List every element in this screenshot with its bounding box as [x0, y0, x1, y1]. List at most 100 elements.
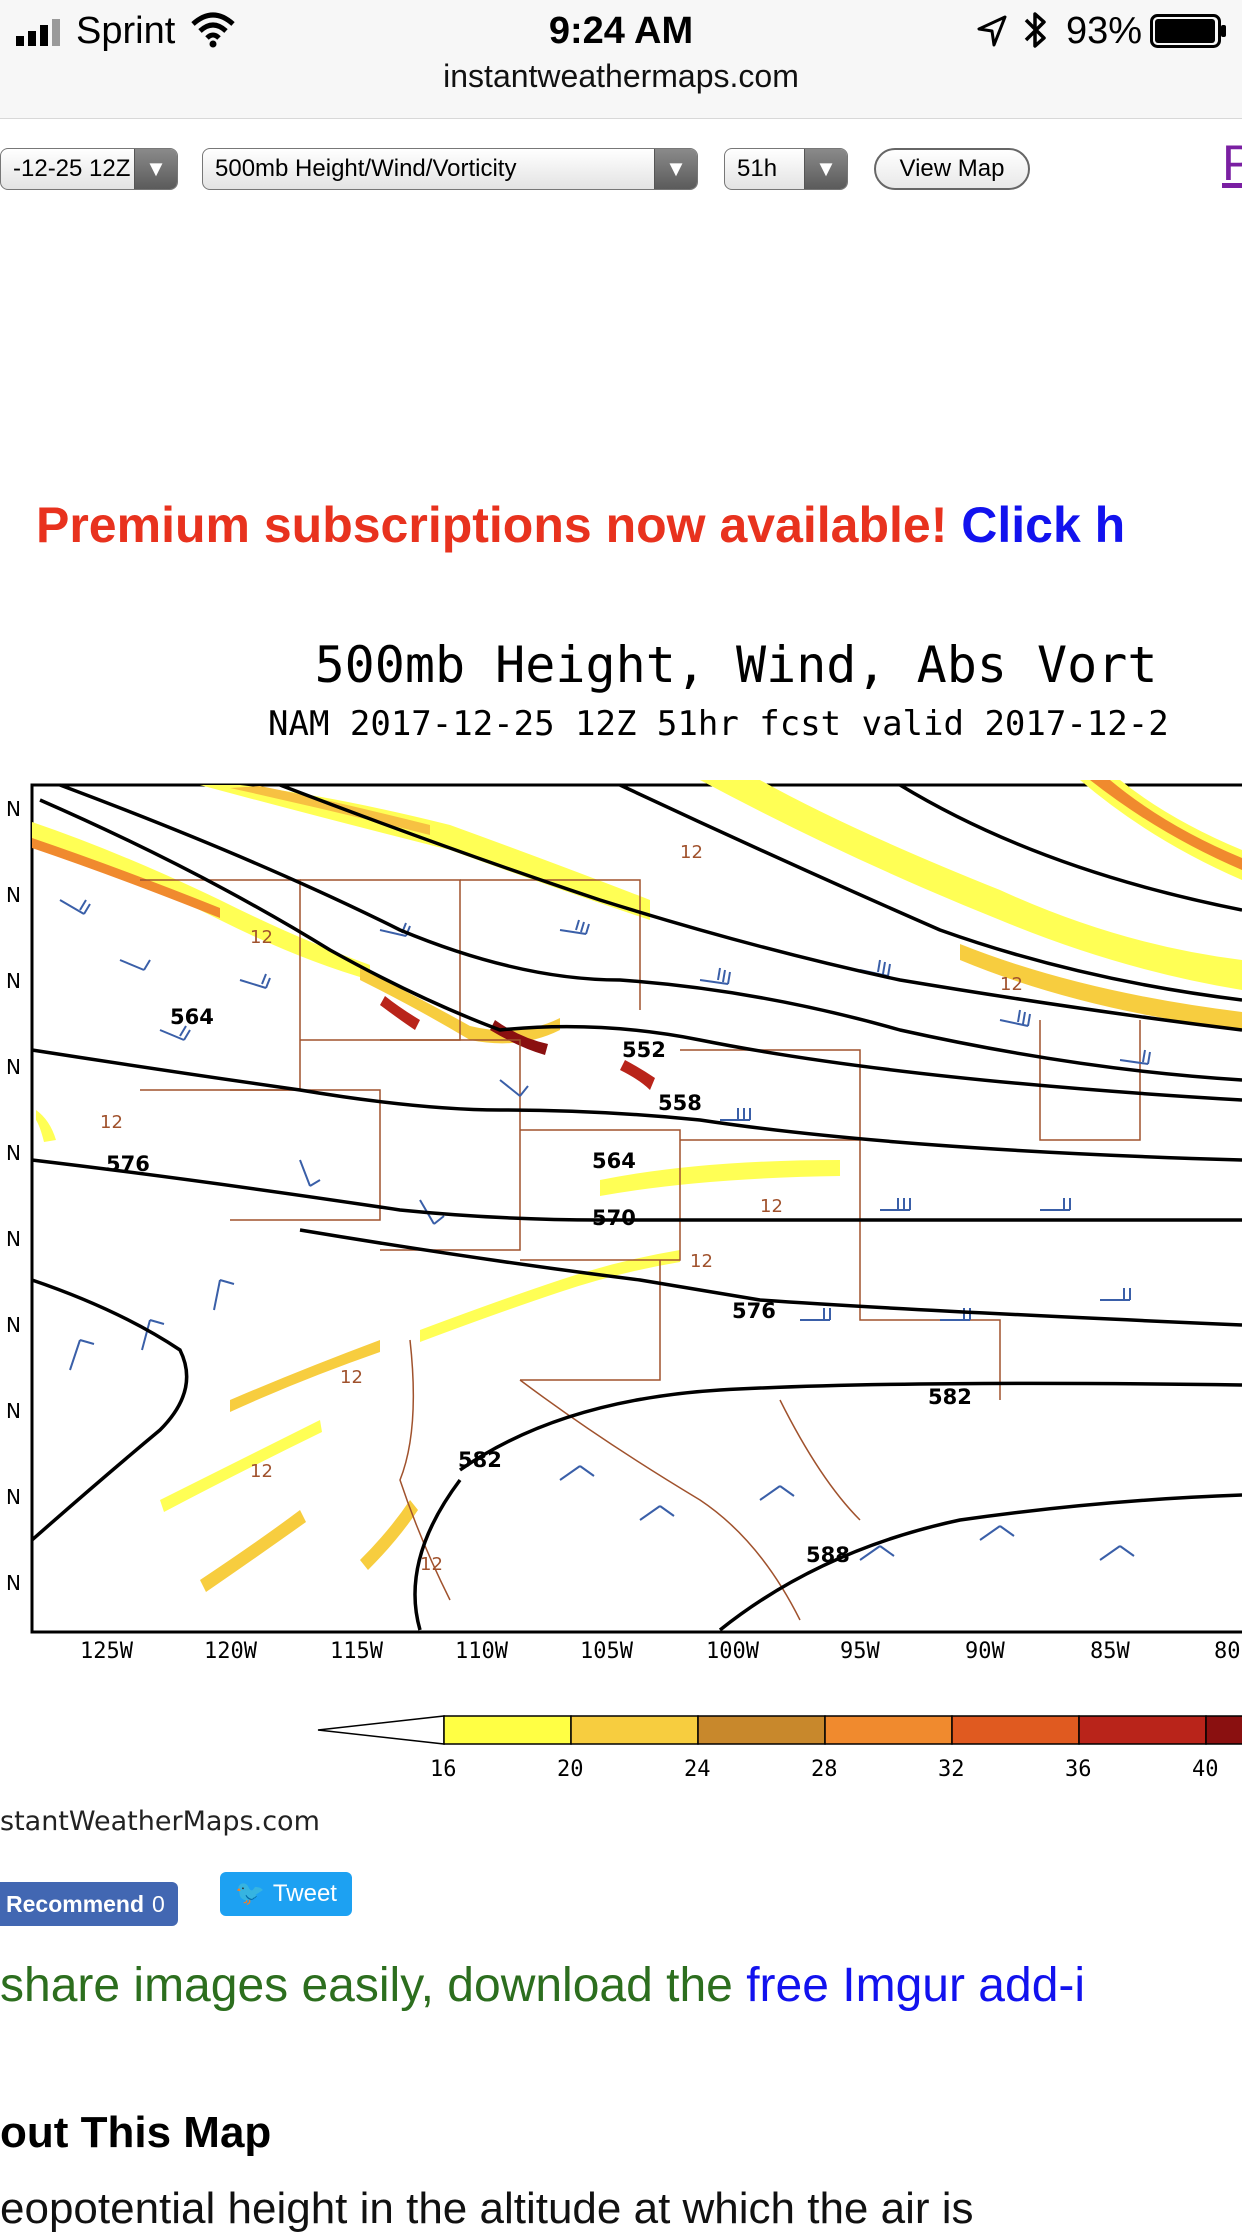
colorbar-tick-labels: 16 20 24 28 32 36 40: [430, 1757, 1219, 1782]
lat-label: N: [6, 797, 21, 821]
clock: 9:24 AM: [548, 10, 694, 52]
vort-contour-labels: 12 12 12 12 12 12 12 12 12: [100, 842, 1023, 1575]
height-contours: [30, 783, 1242, 1632]
lat-label: N: [6, 883, 21, 907]
vort-label: 12: [250, 927, 273, 948]
vort-label: 12: [760, 1196, 783, 1217]
colorbar-swatch: [1205, 1715, 1242, 1745]
promo-link[interactable]: Click h: [961, 497, 1126, 553]
dropdown-arrow-icon: ▼: [134, 149, 177, 189]
vort-label: 12: [340, 1367, 363, 1388]
status-bar: Sprint 9:24 AM 93% instantweathermaps.co…: [0, 0, 1242, 119]
colorbar-swatch: [443, 1715, 572, 1745]
map-title: 500mb Height, Wind, Abs Vort: [314, 636, 1158, 694]
vorticity-colorbar: 16 20 24 28 32 36 40: [317, 1715, 1242, 1782]
battery-icon: [1150, 14, 1226, 48]
vort-label: 12: [250, 1461, 273, 1482]
colorbar-tick-label: 40: [1192, 1757, 1219, 1782]
cut-off-link[interactable]: P: [1222, 135, 1242, 191]
contour-label: 552: [622, 1038, 666, 1062]
about-heading: out This Map: [0, 2108, 272, 2157]
lon-label: 85W: [1090, 1639, 1130, 1664]
map-credit: stantWeatherMaps.com: [0, 1806, 320, 1837]
colorbar-tick-label: 32: [938, 1757, 965, 1782]
signal-icon: [16, 19, 60, 46]
wifi-icon: [191, 12, 235, 48]
imgur-promo: share images easily, download the free I…: [0, 1958, 1085, 2013]
facebook-recommend-button[interactable]: Recommend 0: [0, 1882, 178, 1926]
recommend-count: 0: [152, 1891, 165, 1917]
colorbar-swatch: [697, 1715, 826, 1745]
lat-label: N: [6, 1399, 21, 1423]
contour-label: 588: [806, 1543, 850, 1567]
carrier-name: Sprint: [76, 10, 176, 52]
location-arrow-icon: [977, 15, 1007, 47]
colorbar-tick-label: 24: [684, 1757, 711, 1782]
longitude-labels: 125W 120W 115W 110W 105W 100W 95W 90W 85…: [80, 1639, 1241, 1664]
map-product-value: 500mb Height/Wind/Vorticity: [215, 155, 517, 182]
latitude-labels: N N N N N N N N N N: [6, 797, 21, 1595]
battery-percentage: 93%: [1066, 10, 1143, 52]
lon-label: 95W: [840, 1639, 880, 1664]
contour-label: 564: [170, 1005, 214, 1029]
vorticity-shading: [32, 780, 1242, 1592]
premium-promo-banner: Premium subscriptions now available! Cli…: [36, 496, 1125, 554]
address-bar-url[interactable]: instantweathermaps.com: [443, 58, 799, 94]
contour-label: 564: [592, 1149, 636, 1173]
lon-label: 105W: [580, 1639, 634, 1664]
lon-label: 100W: [706, 1639, 760, 1664]
vort-label: 12: [100, 1112, 123, 1133]
vort-label: 12: [420, 1554, 443, 1575]
colorbar-swatch: [570, 1715, 699, 1745]
colorbar-tick-label: 28: [811, 1757, 838, 1782]
imgur-link[interactable]: free Imgur add-i: [746, 1959, 1086, 2012]
lon-label: 110W: [455, 1639, 509, 1664]
lon-label: 120W: [204, 1639, 258, 1664]
model-run-value: -12-25 12Z: [13, 155, 131, 182]
colorbar-tick-label: 20: [557, 1757, 584, 1782]
view-map-button[interactable]: View Map: [874, 148, 1030, 190]
colorbar-tick-label: 16: [430, 1757, 457, 1782]
vort-label: 12: [1000, 974, 1023, 995]
lon-label: 80: [1214, 1639, 1241, 1664]
lon-label: 115W: [330, 1639, 384, 1664]
contour-label: 570: [592, 1206, 636, 1230]
promo-text: Premium subscriptions now available!: [36, 497, 948, 553]
height-contour-labels: 564 552 558 564 570 576 576 582 582 588: [106, 1005, 972, 1567]
twitter-bird-icon: 🐦: [235, 1880, 265, 1907]
lat-label: N: [6, 969, 21, 993]
contour-label: 582: [928, 1385, 972, 1409]
recommend-label: Recommend: [6, 1891, 145, 1917]
vort-label: 12: [680, 842, 703, 863]
lon-label: 90W: [965, 1639, 1005, 1664]
dropdown-arrow-icon: ▼: [654, 149, 697, 189]
contour-label: 576: [106, 1152, 150, 1176]
weather-map[interactable]: 12 12 12 12 12 12 12 12 12 564 552 558 5…: [0, 780, 1242, 1680]
tweet-label: Tweet: [272, 1880, 337, 1907]
colorbar-swatches: [443, 1715, 1242, 1745]
lat-label: N: [6, 1227, 21, 1251]
contour-label: 576: [732, 1299, 776, 1323]
map-product-select[interactable]: 500mb Height/Wind/Vorticity ▼: [202, 148, 698, 190]
tweet-button[interactable]: 🐦 Tweet: [220, 1872, 352, 1916]
lat-label: N: [6, 1485, 21, 1509]
bluetooth-icon: [1024, 12, 1046, 48]
about-body-text: eopotential height in the altitude at wh…: [0, 2184, 974, 2233]
imgur-text: share images easily, download the: [0, 1959, 733, 2012]
forecast-hour-value: 51h: [737, 155, 778, 182]
vort-label: 12: [690, 1251, 713, 1272]
colorbar-arrow-left: [317, 1715, 445, 1745]
colorbar-swatch: [1078, 1715, 1207, 1745]
lat-label: N: [6, 1571, 21, 1595]
forecast-hour-select[interactable]: 51h ▼: [724, 148, 848, 190]
map-subtitle: NAM 2017-12-25 12Z 51hr fcst valid 2017-…: [268, 704, 1169, 744]
colorbar-tick-label: 36: [1065, 1757, 1092, 1782]
lat-label: N: [6, 1313, 21, 1337]
colorbar-swatch: [951, 1715, 1080, 1745]
dropdown-arrow-icon: ▼: [804, 149, 847, 189]
lon-label: 125W: [80, 1639, 134, 1664]
lat-label: N: [6, 1141, 21, 1165]
model-run-select[interactable]: -12-25 12Z ▼: [0, 148, 178, 190]
contour-label: 582: [458, 1448, 502, 1472]
contour-label: 558: [658, 1091, 702, 1115]
